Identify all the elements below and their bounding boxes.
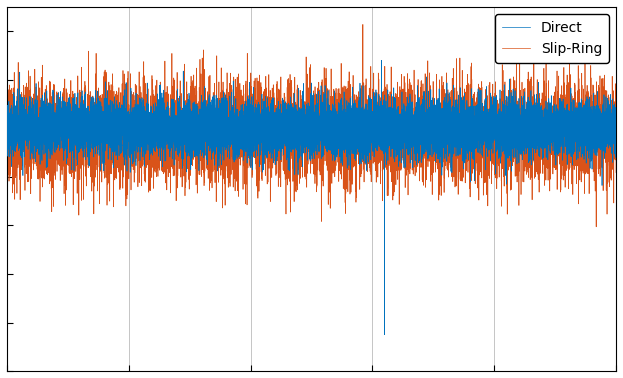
Slip-Ring: [301, 99, 308, 104]
Direct: [381, 332, 388, 337]
Slip-Ring: [29, 131, 36, 135]
Slip-Ring: [6, 128, 14, 133]
Direct: [40, 133, 47, 137]
Line: Direct: Direct: [7, 60, 616, 335]
Slip-Ring: [40, 124, 47, 129]
Direct: [301, 123, 308, 127]
Legend: Direct, Slip-Ring: Direct, Slip-Ring: [495, 14, 609, 63]
Direct: [612, 117, 620, 121]
Slip-Ring: [3, 147, 11, 152]
Direct: [6, 136, 14, 141]
Direct: [3, 119, 11, 123]
Slip-Ring: [592, 225, 600, 229]
Slip-Ring: [612, 170, 620, 175]
Line: Slip-Ring: Slip-Ring: [7, 25, 616, 227]
Direct: [580, 103, 587, 108]
Slip-Ring: [359, 22, 366, 27]
Direct: [378, 58, 385, 63]
Slip-Ring: [580, 156, 587, 160]
Direct: [123, 127, 130, 132]
Direct: [29, 121, 36, 126]
Slip-Ring: [123, 130, 130, 135]
